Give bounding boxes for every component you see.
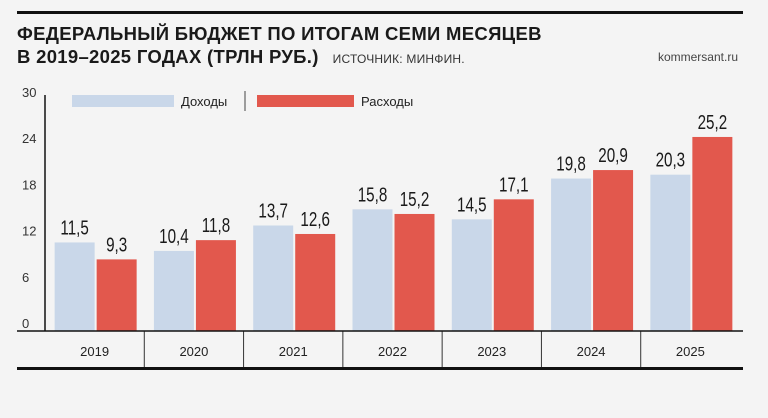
x-tick-label: 2022	[378, 344, 407, 359]
x-tick-label: 2025	[676, 344, 705, 359]
bar-expense	[195, 240, 236, 331]
data-label-expense: 11,8	[202, 214, 230, 237]
y-tick-label: 12	[22, 224, 36, 239]
y-tick-label: 30	[22, 85, 36, 100]
legend-label-income: Доходы	[181, 94, 227, 109]
data-label-income: 19,8	[556, 152, 586, 175]
bar-income	[650, 174, 691, 331]
data-label-income: 10,4	[159, 225, 189, 248]
x-tick-label: 2021	[279, 344, 308, 359]
y-tick-label: 24	[22, 131, 36, 146]
x-tick-label: 2019	[80, 344, 109, 359]
data-label-expense: 9,3	[106, 233, 127, 256]
bottom-rule	[17, 367, 743, 370]
data-label-expense: 17,1	[499, 173, 529, 196]
source-note: ИСТОЧНИК: МИНФИН.	[332, 52, 465, 66]
data-label-expense: 20,9	[598, 144, 628, 167]
bar-income	[551, 178, 592, 331]
data-label-income: 20,3	[656, 149, 686, 172]
title-line-2: В 2019–2025 ГОДАХ (ТРЛН РУБ.)	[17, 46, 319, 67]
y-tick-label: 18	[22, 177, 36, 192]
data-label-income: 15,8	[358, 183, 388, 206]
data-label-expense: 25,2	[698, 111, 728, 134]
legend-swatch-expense	[257, 95, 354, 107]
data-label-income: 11,5	[60, 216, 88, 239]
bar-income	[352, 209, 393, 331]
y-tick-label: 0	[22, 316, 29, 331]
x-tick-label: 2020	[179, 344, 208, 359]
x-tick-label: 2024	[577, 344, 606, 359]
data-label-income: 14,5	[457, 193, 487, 216]
chart-title: ФЕДЕРАЛЬНЫЙ БЮДЖЕТ ПО ИТОГАМ СЕМИ МЕСЯЦЕ…	[17, 22, 542, 71]
bar-expense	[394, 213, 435, 331]
data-label-income: 13,7	[258, 199, 288, 222]
title-line-1: ФЕДЕРАЛЬНЫЙ БЮДЖЕТ ПО ИТОГАМ СЕМИ МЕСЯЦЕ…	[17, 23, 542, 44]
site-credit: kommersant.ru	[657, 50, 738, 64]
legend-swatch-income	[72, 95, 174, 107]
bar-expense	[493, 199, 534, 331]
x-tick-label: 2023	[477, 344, 506, 359]
y-tick-label: 6	[22, 270, 29, 285]
bar-expense	[295, 233, 336, 331]
bar-expense	[593, 170, 634, 331]
bar-income	[451, 219, 492, 331]
data-label-expense: 15,2	[400, 188, 430, 211]
legend-label-expense: Расходы	[361, 94, 413, 109]
bar-income	[54, 242, 95, 331]
bar-expense	[692, 136, 733, 331]
data-label-expense: 12,6	[300, 208, 330, 231]
bar-income	[253, 225, 294, 331]
top-rule	[17, 11, 743, 14]
bar-expense	[96, 259, 137, 331]
bar-income	[153, 250, 194, 331]
